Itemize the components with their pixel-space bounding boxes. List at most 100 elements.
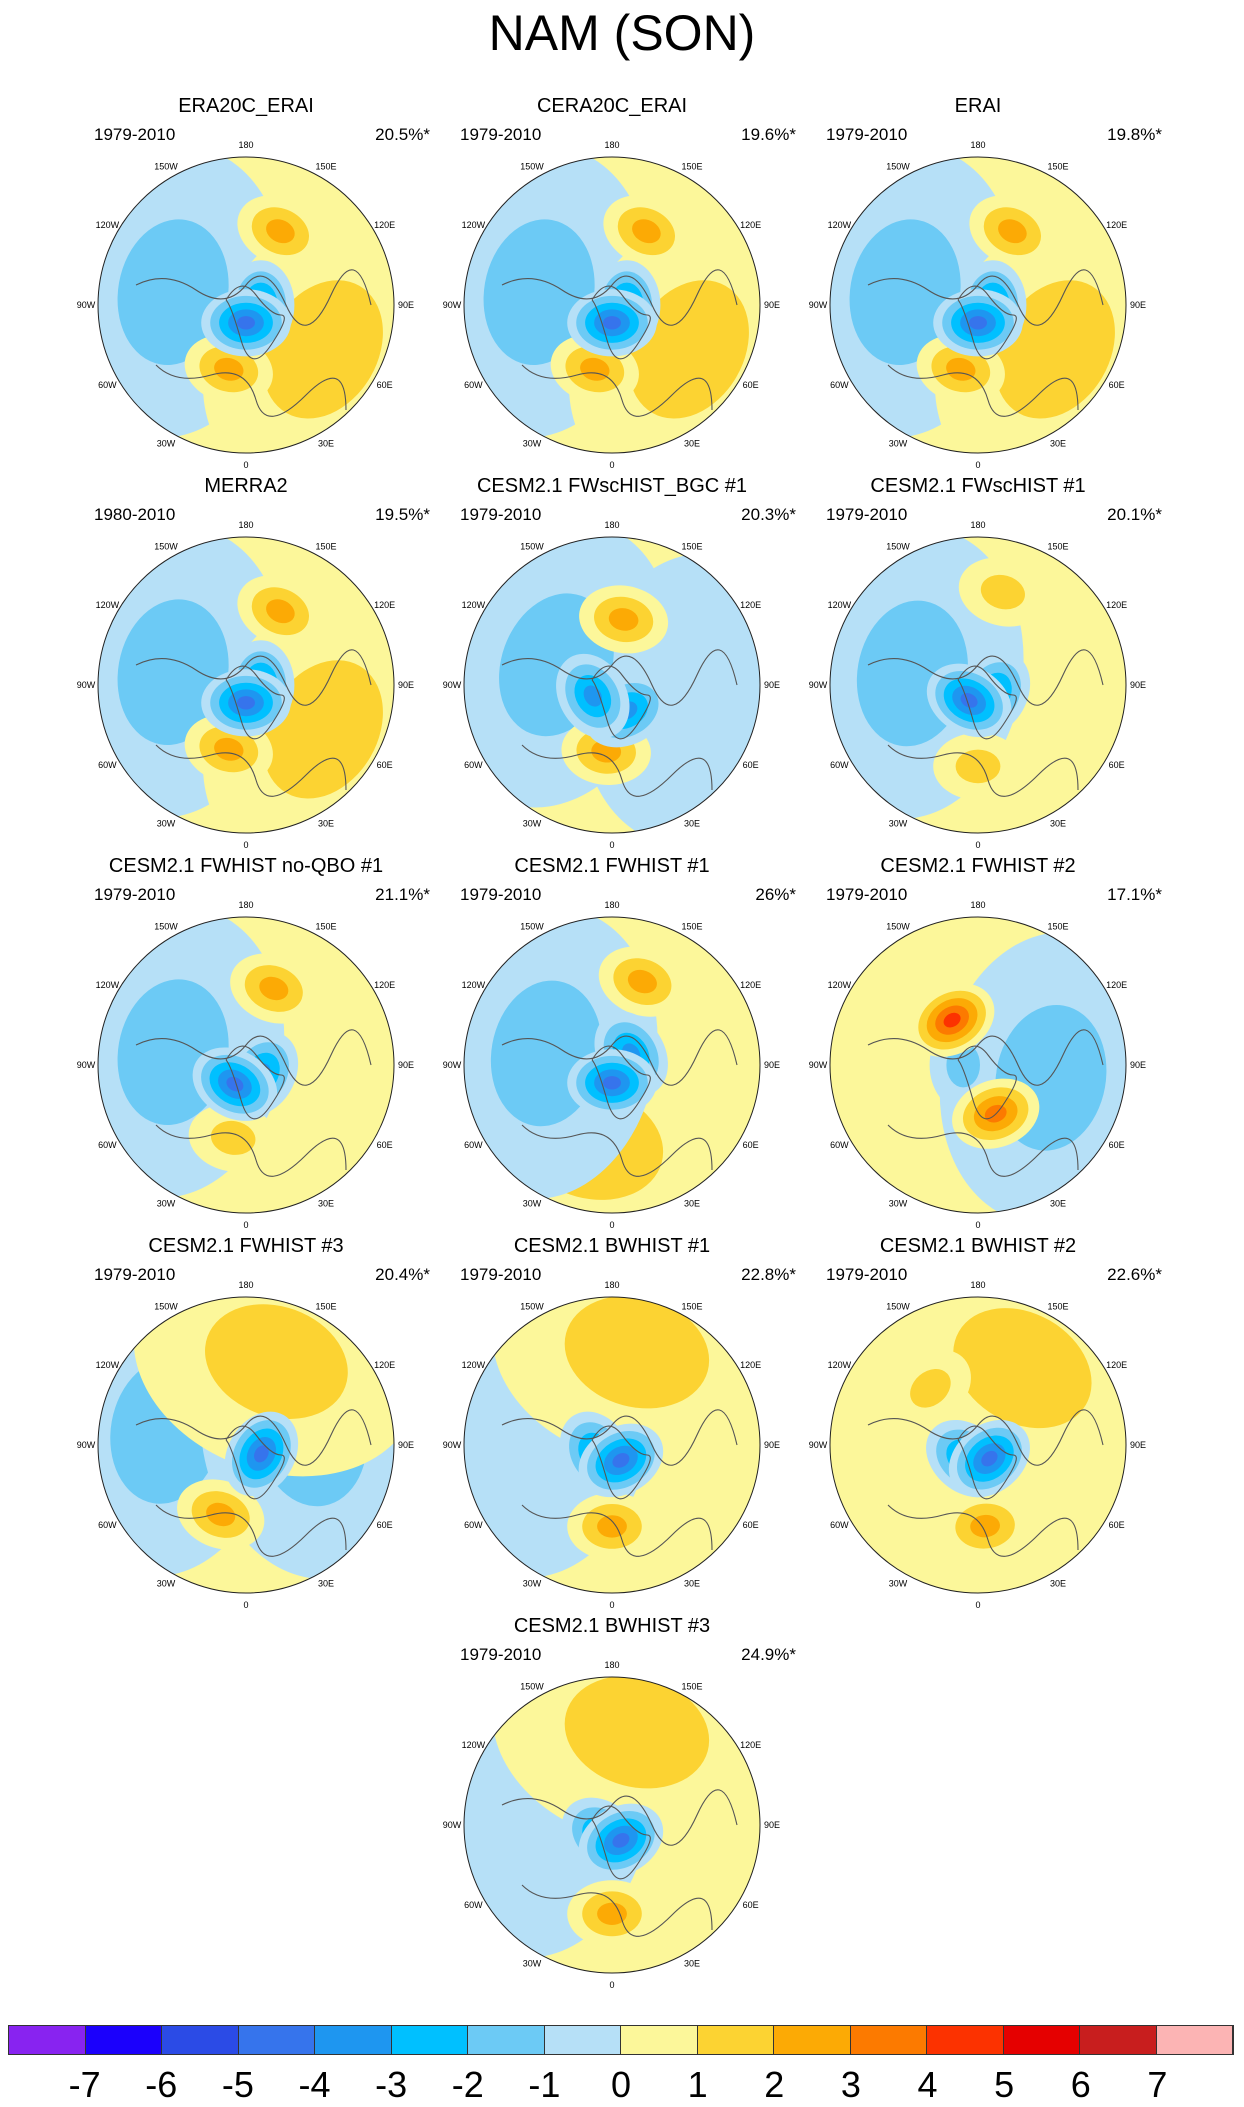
longitude-label: 150E [681,1681,702,1691]
contour-region [980,574,1025,610]
longitude-label: 30W [523,1579,542,1589]
longitude-label: 30W [157,819,176,829]
longitude-label: 90E [764,1440,780,1450]
contour-region [259,976,289,1001]
colorbar-segment [697,2026,774,2054]
longitude-label: 120W [828,600,852,610]
panel-variance: 19.8%* [1107,125,1162,144]
longitude-label: 60E [743,760,759,770]
longitude-label: 60W [98,380,117,390]
colorbar-segment [850,2026,927,2054]
longitude-label: 90E [398,1060,414,1070]
polar-map: 180 150E 120E 90E 60E 30E 0 30W 60W 90W 120W 150W [77,520,414,850]
panel-period: 1979-2010 [826,1265,908,1284]
colorbar-tick-label: 2 [764,2064,785,2105]
longitude-label: 0 [243,840,248,850]
map-panel: CESM2.1 FWHIST #1 1979-2010 26%* 180 150E 120… [426,855,798,1230]
map-panel: MERRA2 1980-2010 19.5%* 180 150E 120E 90E 60E 30… [60,475,432,850]
longitude-label: 90E [764,680,780,690]
longitude-label: 0 [975,840,980,850]
longitude-label: 90E [398,680,414,690]
contour-region [226,1076,244,1092]
panel-title: CESM2.1 BWHIST #1 [513,1235,711,1257]
longitude-label: 30W [523,1959,542,1969]
longitude-label: 90E [1130,680,1146,690]
longitude-label: 120W [96,600,120,610]
longitude-label: 90W [443,1060,462,1070]
colorbar-segment [1080,2026,1157,2054]
longitude-label: 150W [886,921,910,931]
contour-region [960,693,978,708]
longitude-label: 180 [970,900,985,910]
colorbar-segment [238,2026,315,2054]
polar-map: 180 150E 120E 90E 60E 30E 0 30W 60W 90W 120W 150W [443,520,780,850]
map-boundary [463,1676,761,1974]
panel-variance: 17.1%* [1107,885,1162,904]
longitude-label: 60E [1109,1140,1125,1150]
colorbar-tick-label: -4 [298,2064,331,2105]
longitude-label: 150E [681,161,702,171]
longitude-label: 60W [98,1140,117,1150]
map-boundary [97,1296,395,1594]
coastline [501,1029,738,1177]
panel-variance: 20.1%* [1107,505,1162,524]
contour-region [597,1902,627,1925]
map-panel: CESM2.1 FWHIST #2 1979-2010 17.1%* 180 150E 1… [792,855,1164,1230]
longitude-label: 120E [1106,220,1127,230]
contour-region [564,1677,710,1789]
longitude-label: 90E [398,300,414,310]
colorbar-tick-label: 5 [994,2064,1015,2105]
longitude-label: 30E [684,819,700,829]
coastline [501,269,738,417]
longitude-label: 30E [684,1199,700,1209]
panel-variance: 19.6%* [741,125,796,144]
coastline [867,649,1104,797]
longitude-label: 150W [886,541,910,551]
panel-period: 1979-2010 [460,1265,542,1284]
polar-map: 180 150E 120E 90E 60E 30E 0 30W 60W 90W 120W 150W [77,140,414,470]
longitude-label: 180 [604,520,619,530]
longitude-label: 120E [1106,600,1127,610]
contour-region [597,1515,627,1538]
longitude-label: 0 [243,1600,248,1610]
longitude-label: 0 [975,1600,980,1610]
panel-title: ERA20C_ERAI [178,95,314,117]
longitude-label: 120E [1106,1360,1127,1370]
panel-variance: 26%* [755,885,796,904]
longitude-label: 30E [318,1579,334,1589]
longitude-label: 180 [604,900,619,910]
map-boundary [97,536,395,834]
longitude-label: 120W [96,1360,120,1370]
colorbar-segment [544,2026,621,2054]
longitude-label: 60E [1109,760,1125,770]
contour-region [483,219,595,366]
panel-period: 1979-2010 [460,125,542,144]
panel-period: 1979-2010 [460,1645,542,1664]
map-panel: CESM2.1 BWHIST #1 1979-2010 22.8%* 180 150E 1… [426,1235,798,1610]
longitude-label: 90W [809,1060,828,1070]
longitude-label: 90W [443,1440,462,1450]
panel-title: CESM2.1 FWHIST #1 [514,855,710,877]
longitude-label: 150W [886,1301,910,1311]
panel-title: MERRA2 [204,475,288,497]
longitude-label: 30E [318,1199,334,1209]
longitude-label: 60E [743,1900,759,1910]
longitude-label: 30W [523,439,542,449]
longitude-label: 120E [374,600,395,610]
polar-map: 180 150E 120E 90E 60E 30E 0 30W 60W 90W 120W 150W [77,900,414,1230]
longitude-label: 150E [315,921,336,931]
longitude-label: 150E [1047,541,1068,551]
coastline [867,1409,1104,1557]
contour-region [254,1445,269,1463]
longitude-label: 150W [154,161,178,171]
longitude-label: 120W [828,1360,852,1370]
colorbar-segment [315,2026,392,2054]
colorbar-tick-label: 4 [917,2064,938,2105]
panel-title: CESM2.1 FWHIST no-QBO #1 [108,855,384,877]
longitude-label: 150E [1047,921,1068,931]
longitude-label: 60W [830,1520,849,1530]
panel-variance: 20.3%* [741,505,796,524]
contour-region [266,599,295,624]
longitude-label: 120W [462,220,486,230]
longitude-label: 60E [377,1140,393,1150]
